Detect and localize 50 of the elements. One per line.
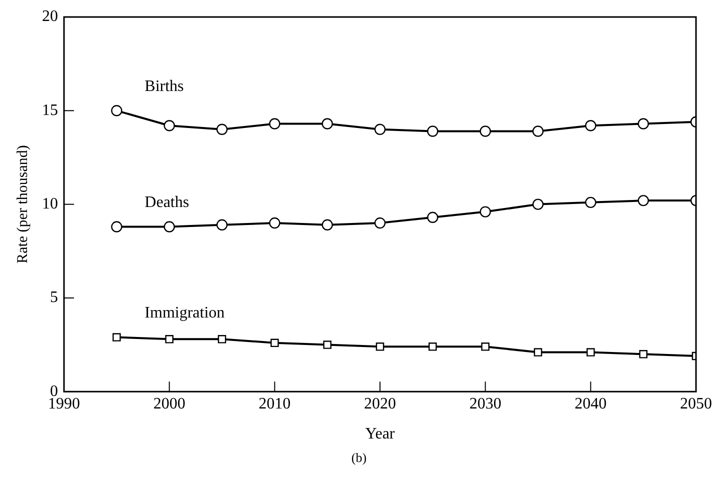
point: [638, 194, 649, 206]
y-tick-label: 5: [50, 289, 58, 306]
point: [585, 196, 596, 208]
point: [428, 342, 437, 351]
point: [376, 342, 384, 351]
y-tick-label: 15: [42, 102, 58, 119]
point: [638, 118, 649, 130]
x-axis-title: Year: [365, 426, 396, 443]
point: [427, 212, 438, 224]
point: [532, 126, 544, 137]
point: [480, 206, 491, 218]
x-tick-label: 2000: [153, 395, 186, 412]
point: [216, 219, 228, 231]
point: [374, 124, 386, 135]
point: [112, 333, 121, 342]
point: [585, 120, 596, 132]
point: [427, 126, 438, 137]
x-tick-label: 2020: [364, 395, 396, 412]
point: [164, 221, 175, 232]
x-tick-label: 2010: [258, 395, 291, 412]
series-label: Births: [144, 78, 184, 95]
point: [111, 221, 122, 232]
point: [586, 348, 595, 356]
x-tick-label: 1990: [48, 395, 80, 412]
point: [322, 219, 333, 231]
point: [269, 217, 280, 229]
point: [216, 124, 228, 135]
point: [323, 340, 332, 349]
x-tick-label: 2050: [680, 395, 712, 412]
point: [639, 350, 648, 358]
point: [481, 342, 490, 351]
y-tick-label: 20: [42, 8, 58, 26]
point: [534, 348, 542, 356]
y-axis-title: Rate (per thousand): [14, 145, 31, 264]
point: [532, 198, 544, 210]
y-tick-label: 10: [42, 196, 58, 213]
point: [269, 118, 280, 130]
point: [111, 105, 122, 116]
point: [165, 335, 174, 344]
point: [480, 126, 491, 137]
point: [374, 217, 386, 229]
point: [164, 120, 175, 132]
x-tick-label: 2040: [574, 395, 607, 412]
point: [218, 335, 226, 344]
x-tick-label: 2030: [469, 395, 502, 412]
point: [322, 118, 333, 130]
point: [270, 338, 279, 348]
series-label: Immigration: [144, 304, 225, 322]
series-label: Deaths: [144, 194, 190, 211]
text: (b): [350, 450, 368, 466]
